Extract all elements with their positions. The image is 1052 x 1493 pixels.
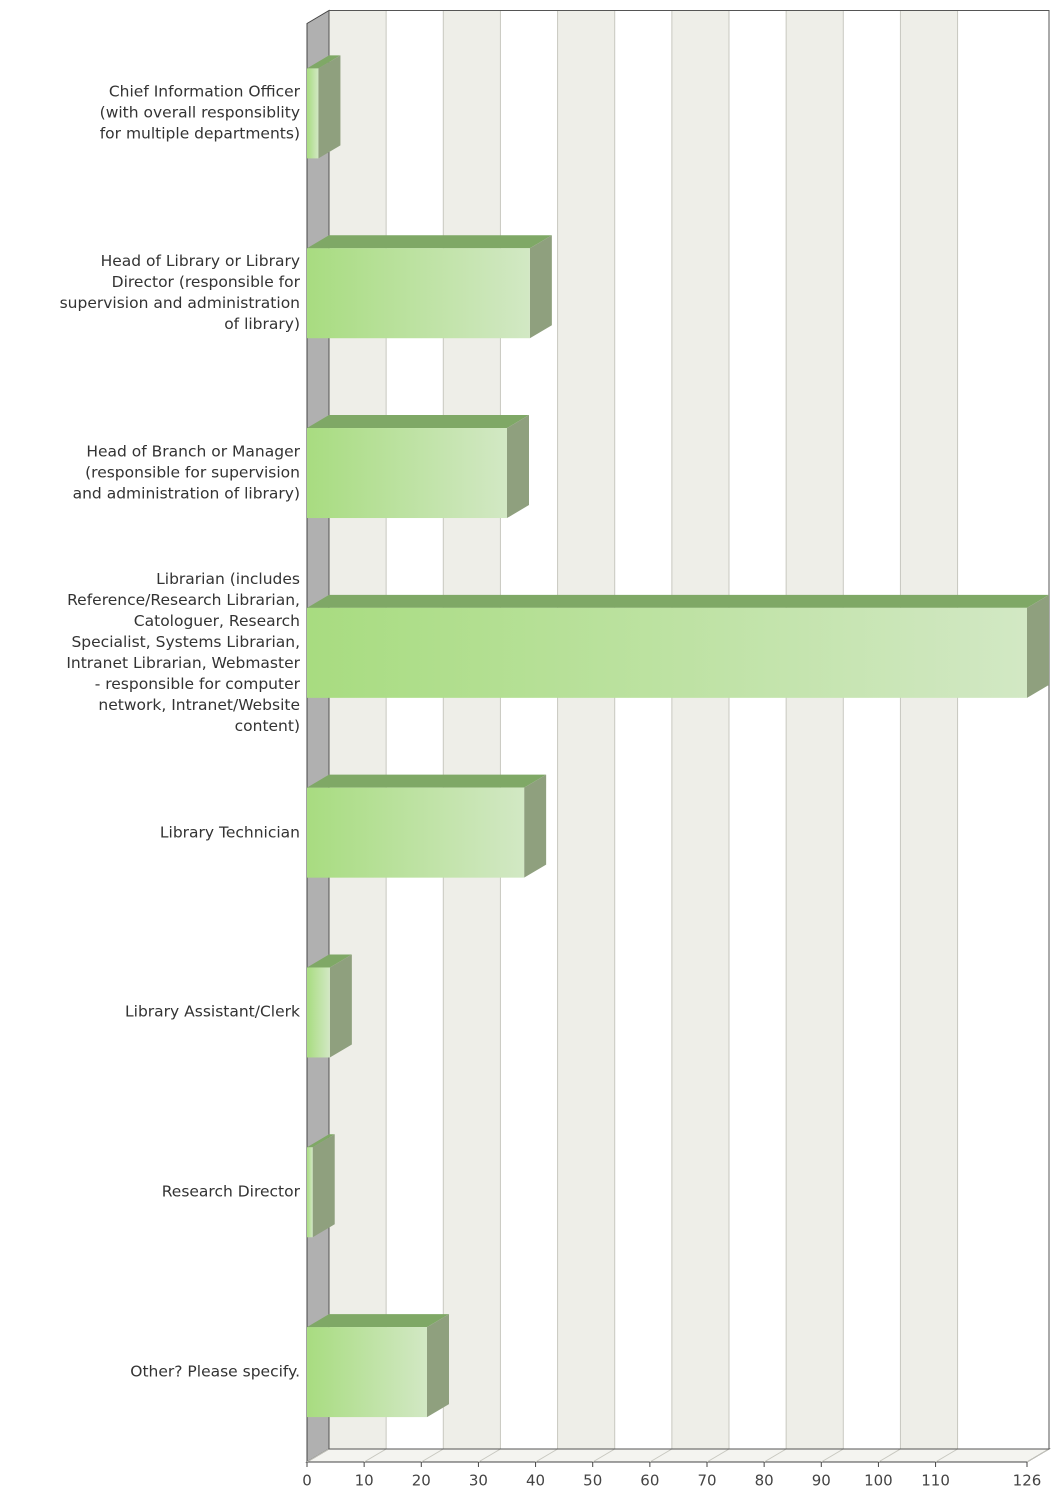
bar-top [307, 1134, 335, 1148]
grid-band [957, 10, 1049, 1449]
x-tick-label: 126 [1013, 1472, 1042, 1490]
grid-band [443, 10, 501, 1449]
x-tick-label: 10 [355, 1472, 374, 1490]
bar-side [524, 774, 547, 878]
y-tick-label: Chief Information Officer (with overall … [99, 82, 300, 143]
grid-band [786, 10, 844, 1449]
grid-band [729, 10, 787, 1449]
grid-band [671, 10, 729, 1449]
x-tick-label: 70 [697, 1472, 716, 1490]
bar-side [427, 1314, 449, 1418]
grid-band [900, 10, 958, 1449]
bar [307, 787, 525, 878]
bar-top [307, 1314, 449, 1328]
y-tick-label: Research Director [161, 1182, 300, 1201]
bar [307, 1147, 313, 1238]
bar-top [307, 774, 547, 788]
bar-top [307, 415, 529, 429]
y-tick-label: Other? Please specify. [130, 1362, 300, 1381]
bar [307, 428, 507, 519]
x-tick-label: 20 [412, 1472, 431, 1490]
bar-side [507, 415, 529, 519]
bar [307, 1327, 427, 1418]
grid-band [557, 10, 615, 1449]
bar [307, 967, 330, 1058]
bar-side [529, 235, 552, 339]
bar [307, 248, 530, 339]
x-tick-label: 30 [469, 1472, 488, 1490]
x-tick-label: 40 [526, 1472, 545, 1490]
x-tick-label: 0 [302, 1472, 312, 1490]
bar-top [307, 954, 352, 968]
x-tick-label: 60 [640, 1472, 659, 1490]
grid-band [500, 10, 558, 1449]
bar-top [307, 594, 1049, 608]
floor [305, 1448, 1051, 1463]
grid-band [843, 10, 901, 1449]
bar-side [329, 954, 352, 1058]
y-tick-label: Head of Branch or Manager (responsible f… [72, 442, 300, 503]
bar [307, 68, 319, 159]
bar-side [318, 55, 341, 159]
y-tick-label: Librarian (includes Reference/Research L… [66, 569, 300, 735]
y-tick-label: Head of Library or Library Director (res… [59, 252, 300, 334]
x-tick-label: 100 [864, 1472, 893, 1490]
back-wall-border [328, 10, 1050, 1450]
left-wall [306, 9, 330, 1463]
grid-band [386, 10, 444, 1449]
x-tick-label: 90 [812, 1472, 831, 1490]
y-tick-label: Library Assistant/Clerk [125, 1002, 300, 1021]
x-tick-label: 110 [921, 1472, 950, 1490]
x-tick-label: 80 [755, 1472, 774, 1490]
bar-side [1027, 594, 1049, 698]
bar-side [312, 1134, 335, 1238]
grid-band [614, 10, 672, 1449]
bar [307, 607, 1027, 698]
bar-top [307, 235, 552, 249]
bar-top [307, 55, 341, 69]
y-tick-label: Library Technician [159, 823, 300, 842]
x-tick-label: 50 [583, 1472, 602, 1490]
grid-band [329, 10, 387, 1449]
